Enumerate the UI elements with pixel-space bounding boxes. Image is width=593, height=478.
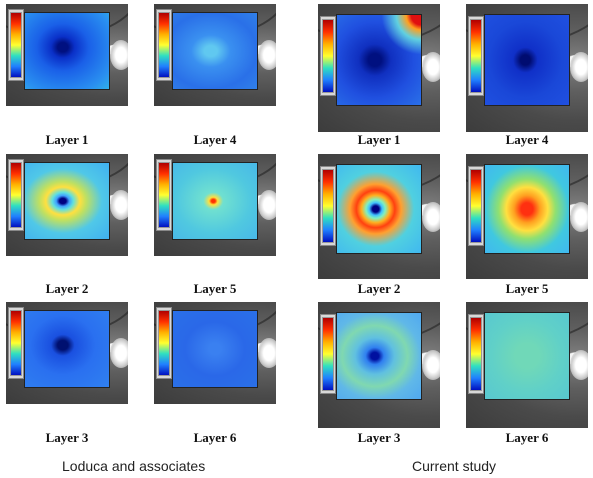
thickness-map	[336, 312, 422, 400]
fundus-panel-l2	[6, 154, 128, 256]
thickness-map	[172, 310, 258, 388]
optic-disc	[570, 202, 588, 232]
panel-label: Layer 3	[357, 430, 401, 445]
optic-disc	[110, 190, 128, 220]
colorbar	[322, 19, 334, 93]
fundus-panel-l3	[6, 302, 128, 404]
panel-label: Layer 5	[505, 281, 549, 296]
thickness-map	[336, 164, 422, 254]
panel-label: Layer 2	[357, 281, 401, 296]
colorbar	[470, 19, 482, 93]
optic-disc	[258, 190, 276, 220]
thickness-map	[484, 312, 570, 400]
thickness-map	[484, 164, 570, 254]
panel-label: Layer 1	[45, 132, 89, 147]
thickness-map	[484, 14, 570, 106]
panel-label: Layer 1	[357, 132, 401, 147]
optic-disc	[422, 350, 440, 380]
optic-disc	[422, 202, 440, 232]
optic-disc	[110, 338, 128, 368]
panel-label: Layer 4	[505, 132, 549, 147]
fundus-panel-r4	[466, 4, 588, 132]
fundus-panel-r6	[466, 302, 588, 428]
optic-disc	[258, 338, 276, 368]
panel-label: Layer 2	[45, 281, 89, 296]
optic-disc	[570, 52, 588, 82]
colorbar	[322, 317, 334, 391]
fundus-panel-r3	[318, 302, 440, 428]
group-caption: Loduca and associates	[62, 458, 206, 474]
thickness-map	[336, 14, 422, 106]
colorbar	[470, 169, 482, 243]
optic-disc	[570, 350, 588, 380]
panel-label: Layer 6	[505, 430, 549, 445]
colorbar	[470, 317, 482, 391]
panel-label: Layer 5	[193, 281, 237, 296]
fundus-panel-l6	[154, 302, 276, 404]
colorbar	[322, 169, 334, 243]
fundus-panel-l1	[6, 4, 128, 106]
colorbar	[158, 12, 170, 78]
thickness-map	[24, 310, 110, 388]
colorbar	[158, 310, 170, 376]
panel-label: Layer 3	[45, 430, 89, 445]
panel-label: Layer 6	[193, 430, 237, 445]
thickness-map	[24, 12, 110, 90]
fundus-panel-r2	[318, 154, 440, 279]
group-caption: Current study	[412, 458, 497, 474]
colorbar	[10, 310, 22, 376]
thickness-map	[172, 12, 258, 90]
colorbar	[158, 162, 170, 228]
optic-disc	[258, 40, 276, 70]
fundus-panel-l4	[154, 4, 276, 106]
thickness-map	[172, 162, 258, 240]
fundus-panel-r1	[318, 4, 440, 132]
colorbar	[10, 12, 22, 78]
thickness-map	[24, 162, 110, 240]
colorbar	[10, 162, 22, 228]
optic-disc	[422, 52, 440, 82]
fundus-panel-l5	[154, 154, 276, 256]
fundus-panel-r5	[466, 154, 588, 279]
panel-label: Layer 4	[193, 132, 237, 147]
optic-disc	[110, 40, 128, 70]
